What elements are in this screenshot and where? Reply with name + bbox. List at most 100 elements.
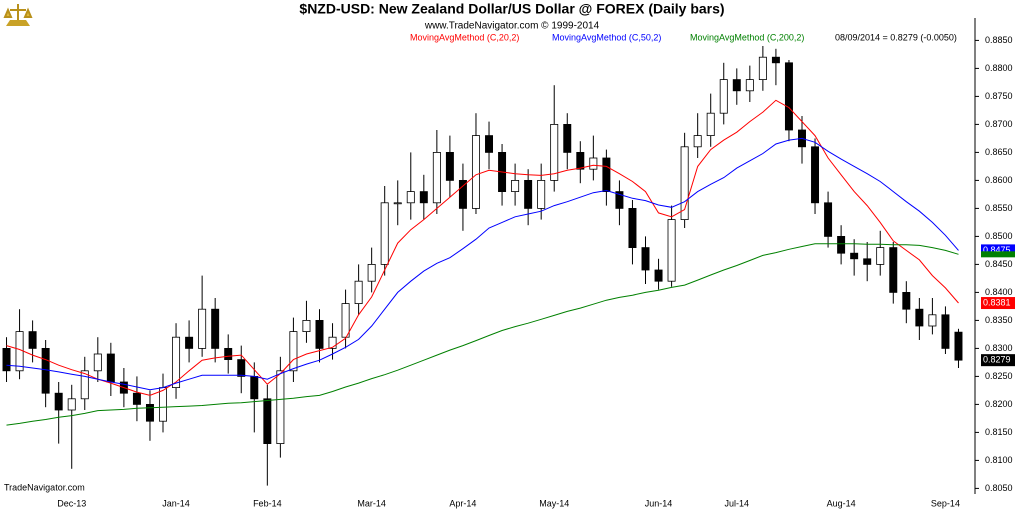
candle-body [511,179,520,192]
candle-body [654,269,663,282]
candle-body [106,353,115,383]
x-tick-label: Jan-14 [162,498,190,508]
candle-body [15,331,24,372]
y-tick-label: 0.8350 [985,315,1013,325]
y-tick-label: 0.8550 [985,203,1013,213]
y-tick-label: 0.8050 [985,483,1013,493]
candle-body [198,308,207,349]
candle-body [889,247,898,293]
legend-entry: MovingAvgMethod (C,200,2) [690,32,804,42]
x-tick-label: Aug-14 [827,498,856,508]
chart-subtitle: www.TradeNavigator.com © 1999-2014 [424,21,600,32]
candle-body [811,146,820,204]
logo-base [6,20,30,26]
y-tick-label: 0.8500 [985,231,1013,241]
candle-body [719,79,728,114]
candle-body [276,370,285,444]
x-tick-label: Feb-14 [253,498,282,508]
candle-body [576,151,585,170]
y-tick-label: 0.8750 [985,91,1013,101]
candle-body [602,157,611,192]
candle-body [824,202,833,237]
candle-body [393,202,402,205]
legend-entry: MovingAvgMethod (C,50,2) [552,32,661,42]
candle-body [537,179,546,209]
x-tick-label: Jul-14 [725,498,750,508]
candle-body [628,207,637,248]
candle-body [159,387,167,422]
candle-body [485,135,494,153]
y-tick-label: 0.8850 [985,35,1013,45]
legend-entry: MovingAvgMethod (C,20,2) [410,32,519,42]
candle-body [419,191,428,204]
y-tick-label: 0.8450 [985,259,1013,269]
y-tick-label: 0.8100 [985,455,1013,465]
y-tick-label: 0.8150 [985,427,1013,437]
y-tick-label: 0.8700 [985,119,1013,129]
value-tag [981,251,1015,258]
candle-body [289,331,298,372]
candle-body [563,124,572,153]
candle-body [250,375,259,400]
value-tag [981,354,1015,367]
y-tick-label: 0.8650 [985,147,1013,157]
candle-body [2,347,11,372]
annotation: 08/09/2014 = 0.8279 (-0.0050) [835,32,957,42]
source: TradeNavigator.com [4,482,85,492]
candle-body [837,235,846,254]
logo-scale [3,4,33,20]
candle-body [706,112,715,136]
candle-body [93,353,102,372]
candle-body [132,392,141,405]
candle-body [850,252,859,260]
candle-body [524,179,533,209]
candle-body [745,79,754,92]
ma-line [6,137,959,391]
y-tick-label: 0.8250 [985,371,1013,381]
y-tick-label: 0.8200 [985,399,1013,409]
candle-body [263,398,272,444]
x-tick-label: Sep-14 [931,498,960,508]
value-tag-label: 0.8381 [983,297,1011,307]
ma-line [6,99,959,396]
candle-body [28,331,37,349]
candle-body [902,291,911,310]
candle-body [667,219,676,282]
candle-body [471,135,480,209]
candle-body [863,258,872,265]
candle-body [589,157,598,170]
candle-body [758,56,767,81]
candle-body [224,347,233,360]
candle-body [615,191,624,209]
candle-body [941,314,950,349]
candle-body [367,263,376,282]
candle-body [550,124,559,181]
candle-body [732,79,741,92]
x-tick-label: Apr-14 [449,498,476,508]
candle-body [354,280,363,305]
chart-title: $NZD-USD: New Zealand Dollar/US Dollar @… [299,1,724,17]
candle-body [67,398,76,411]
y-tick-label: 0.8600 [985,175,1013,185]
candle-body [315,319,324,349]
y-tick-label: 0.8800 [985,63,1013,73]
candle-body [41,347,50,394]
candle-body [211,308,220,349]
candle-body [680,146,689,221]
candle-body [380,202,389,265]
x-tick-label: Dec-13 [57,498,86,508]
candle-body [915,308,924,327]
logo [3,4,33,26]
candle-body [145,403,154,422]
candle-body [54,392,63,411]
candle-body [328,336,337,349]
candle-body [185,336,194,349]
candle-body [954,331,963,361]
ma-line [6,243,959,426]
candle-body [458,179,467,209]
candle-body [341,303,350,338]
value-tag-label: 0.8475 [983,245,1011,255]
candle-body [302,319,311,332]
